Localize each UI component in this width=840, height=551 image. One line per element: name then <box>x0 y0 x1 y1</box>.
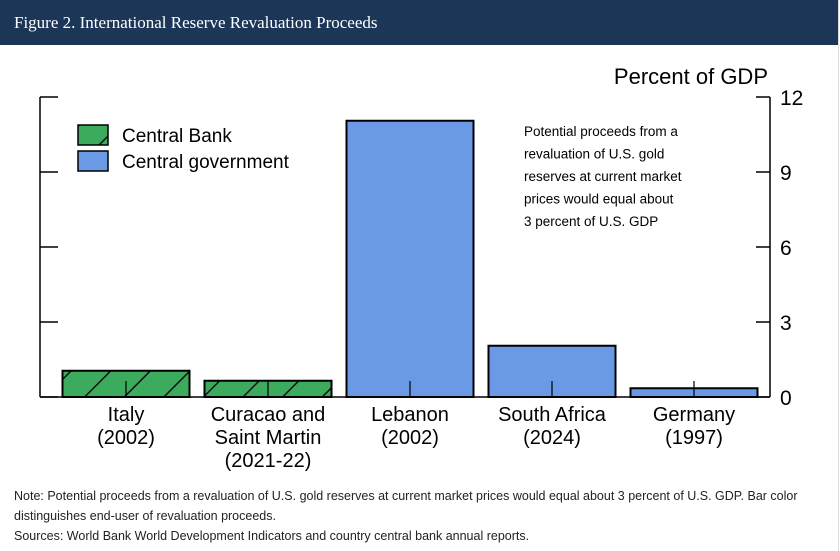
x-tick-label: (2002) <box>97 427 155 449</box>
y-tick-label: 6 <box>780 237 792 260</box>
figure-title: Figure 2. International Reserve Revaluat… <box>0 0 838 45</box>
x-tick-label: Saint Martin <box>215 427 322 449</box>
bar <box>345 119 475 398</box>
x-tick-label: (2002) <box>381 427 439 449</box>
legend-label: Central Bank <box>122 126 232 147</box>
x-tick-label: Curacao and <box>211 404 326 426</box>
x-tick-label: Germany <box>653 404 735 426</box>
x-tick-label: Italy <box>108 404 145 426</box>
x-tick-label: South Africa <box>498 404 607 426</box>
y-tick-label: 3 <box>780 312 792 335</box>
legend-label: Central government <box>122 152 290 173</box>
y-tick-label: 9 <box>780 162 792 185</box>
y-tick-label: 12 <box>780 87 803 110</box>
x-tick-label: (2024) <box>523 427 581 449</box>
x-tick-label: Lebanon <box>371 404 449 426</box>
annotation: Potential proceeds from a <box>524 124 678 139</box>
legend-swatch <box>77 150 109 172</box>
notes: Note: Potential proceeds from a revaluat… <box>14 486 824 546</box>
chart: Percent of GDP 036912Italy(2002)Curacao … <box>39 64 803 472</box>
annotation: reserves at current market <box>524 169 682 184</box>
x-tick-label: (2021-22) <box>225 450 312 472</box>
annotation: 3 percent of U.S. GDP <box>524 214 658 229</box>
annotation: prices would equal about <box>524 192 674 207</box>
annotation: revaluation of U.S. gold <box>524 147 664 162</box>
y-axis-label: Percent of GDP <box>614 64 768 89</box>
y-tick-label: 0 <box>780 387 792 410</box>
note: Note: Potential proceeds from a revaluat… <box>14 489 798 523</box>
x-tick-label: (1997) <box>665 427 723 449</box>
legend-swatch <box>77 124 109 146</box>
sources: Sources: World Bank World Development In… <box>14 529 530 543</box>
